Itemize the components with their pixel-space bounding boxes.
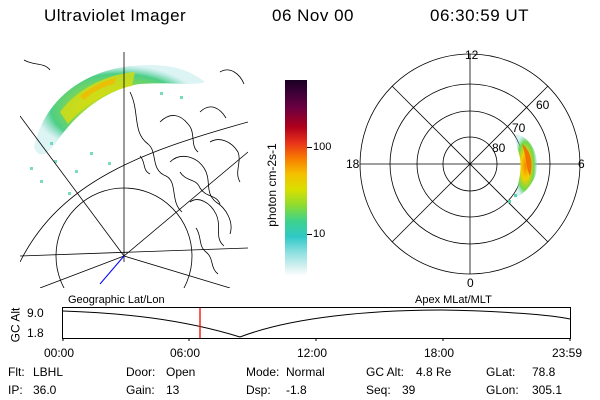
- glon-value: 305.1: [532, 383, 563, 397]
- left-panel-title: Geographic Lat/Lon: [68, 294, 165, 306]
- colorbar-label: photon cm-2s-1: [265, 143, 279, 227]
- seq-key: Seq:: [366, 383, 391, 397]
- lat-label: 70: [512, 121, 526, 135]
- colorbar-tick-label: 100: [313, 141, 332, 153]
- geographic-image-panel: [20, 52, 248, 288]
- altitude-axis-label: GC Alt: [8, 307, 23, 343]
- glon-key: GLon:: [486, 383, 519, 397]
- polar-mlt-plot: [359, 53, 581, 275]
- nightside-line: [99, 255, 125, 285]
- altitude-tick-label: 1.8: [27, 326, 44, 340]
- gc-alt-value: 4.8 Re: [416, 365, 452, 379]
- filter-value: LBHL: [33, 365, 64, 379]
- instrument-title: Ultraviolet Imager: [44, 6, 187, 25]
- gc-alt-key: GC Alt:: [366, 365, 405, 379]
- auroral-oval-mlt: [514, 134, 538, 198]
- right-panel-title: Apex MLat/MLT: [415, 294, 492, 306]
- time-tick-label: 00:00: [44, 346, 75, 360]
- gain-value: 13: [166, 383, 180, 397]
- mode-value: Normal: [286, 365, 325, 379]
- gain-key: Gain:: [126, 383, 155, 397]
- altitude-tick-label: 9.0: [27, 306, 44, 320]
- lat-label: 80: [492, 141, 506, 155]
- altitude-curve: [239, 309, 571, 338]
- altitude-curve: [62, 310, 241, 338]
- door-key: Door:: [126, 365, 156, 379]
- time-tick-label: 06:00: [170, 346, 201, 360]
- altitude-timeline: [62, 307, 571, 341]
- time-tick-label: 12:00: [297, 346, 328, 360]
- time-tick-label: 18:00: [424, 346, 455, 360]
- ip-value: 36.0: [33, 383, 57, 397]
- dsp-key: Dsp:: [246, 383, 271, 397]
- dsp-value: -1.8: [286, 383, 307, 397]
- door-value: Open: [166, 365, 196, 379]
- ip-key: IP:: [8, 383, 23, 397]
- mode-key: Mode:: [246, 365, 280, 379]
- colorbar-tick-100: [307, 147, 312, 148]
- time-label: 06:30:59 UT: [430, 6, 530, 25]
- date-label: 06 Nov 00: [272, 6, 354, 25]
- seq-value: 39: [402, 383, 416, 397]
- mlt-label-right: 6: [578, 157, 585, 171]
- time-tick-label: 23:59: [552, 346, 583, 360]
- mlt-label-top: 12: [465, 48, 479, 62]
- auroral-oval-geo: [34, 64, 205, 155]
- colorbar-tick-10: [307, 234, 312, 235]
- colorbar-tick-label: 10: [313, 228, 326, 240]
- glat-value: 78.8: [532, 365, 556, 379]
- glat-key: GLat:: [486, 365, 516, 379]
- lat-label: 60: [536, 98, 550, 112]
- mlt-label-bottom: 0: [467, 276, 474, 290]
- filter-key: Flt:: [8, 365, 25, 379]
- color-scale-bar: [285, 80, 307, 276]
- mlt-label-left: 18: [346, 157, 360, 171]
